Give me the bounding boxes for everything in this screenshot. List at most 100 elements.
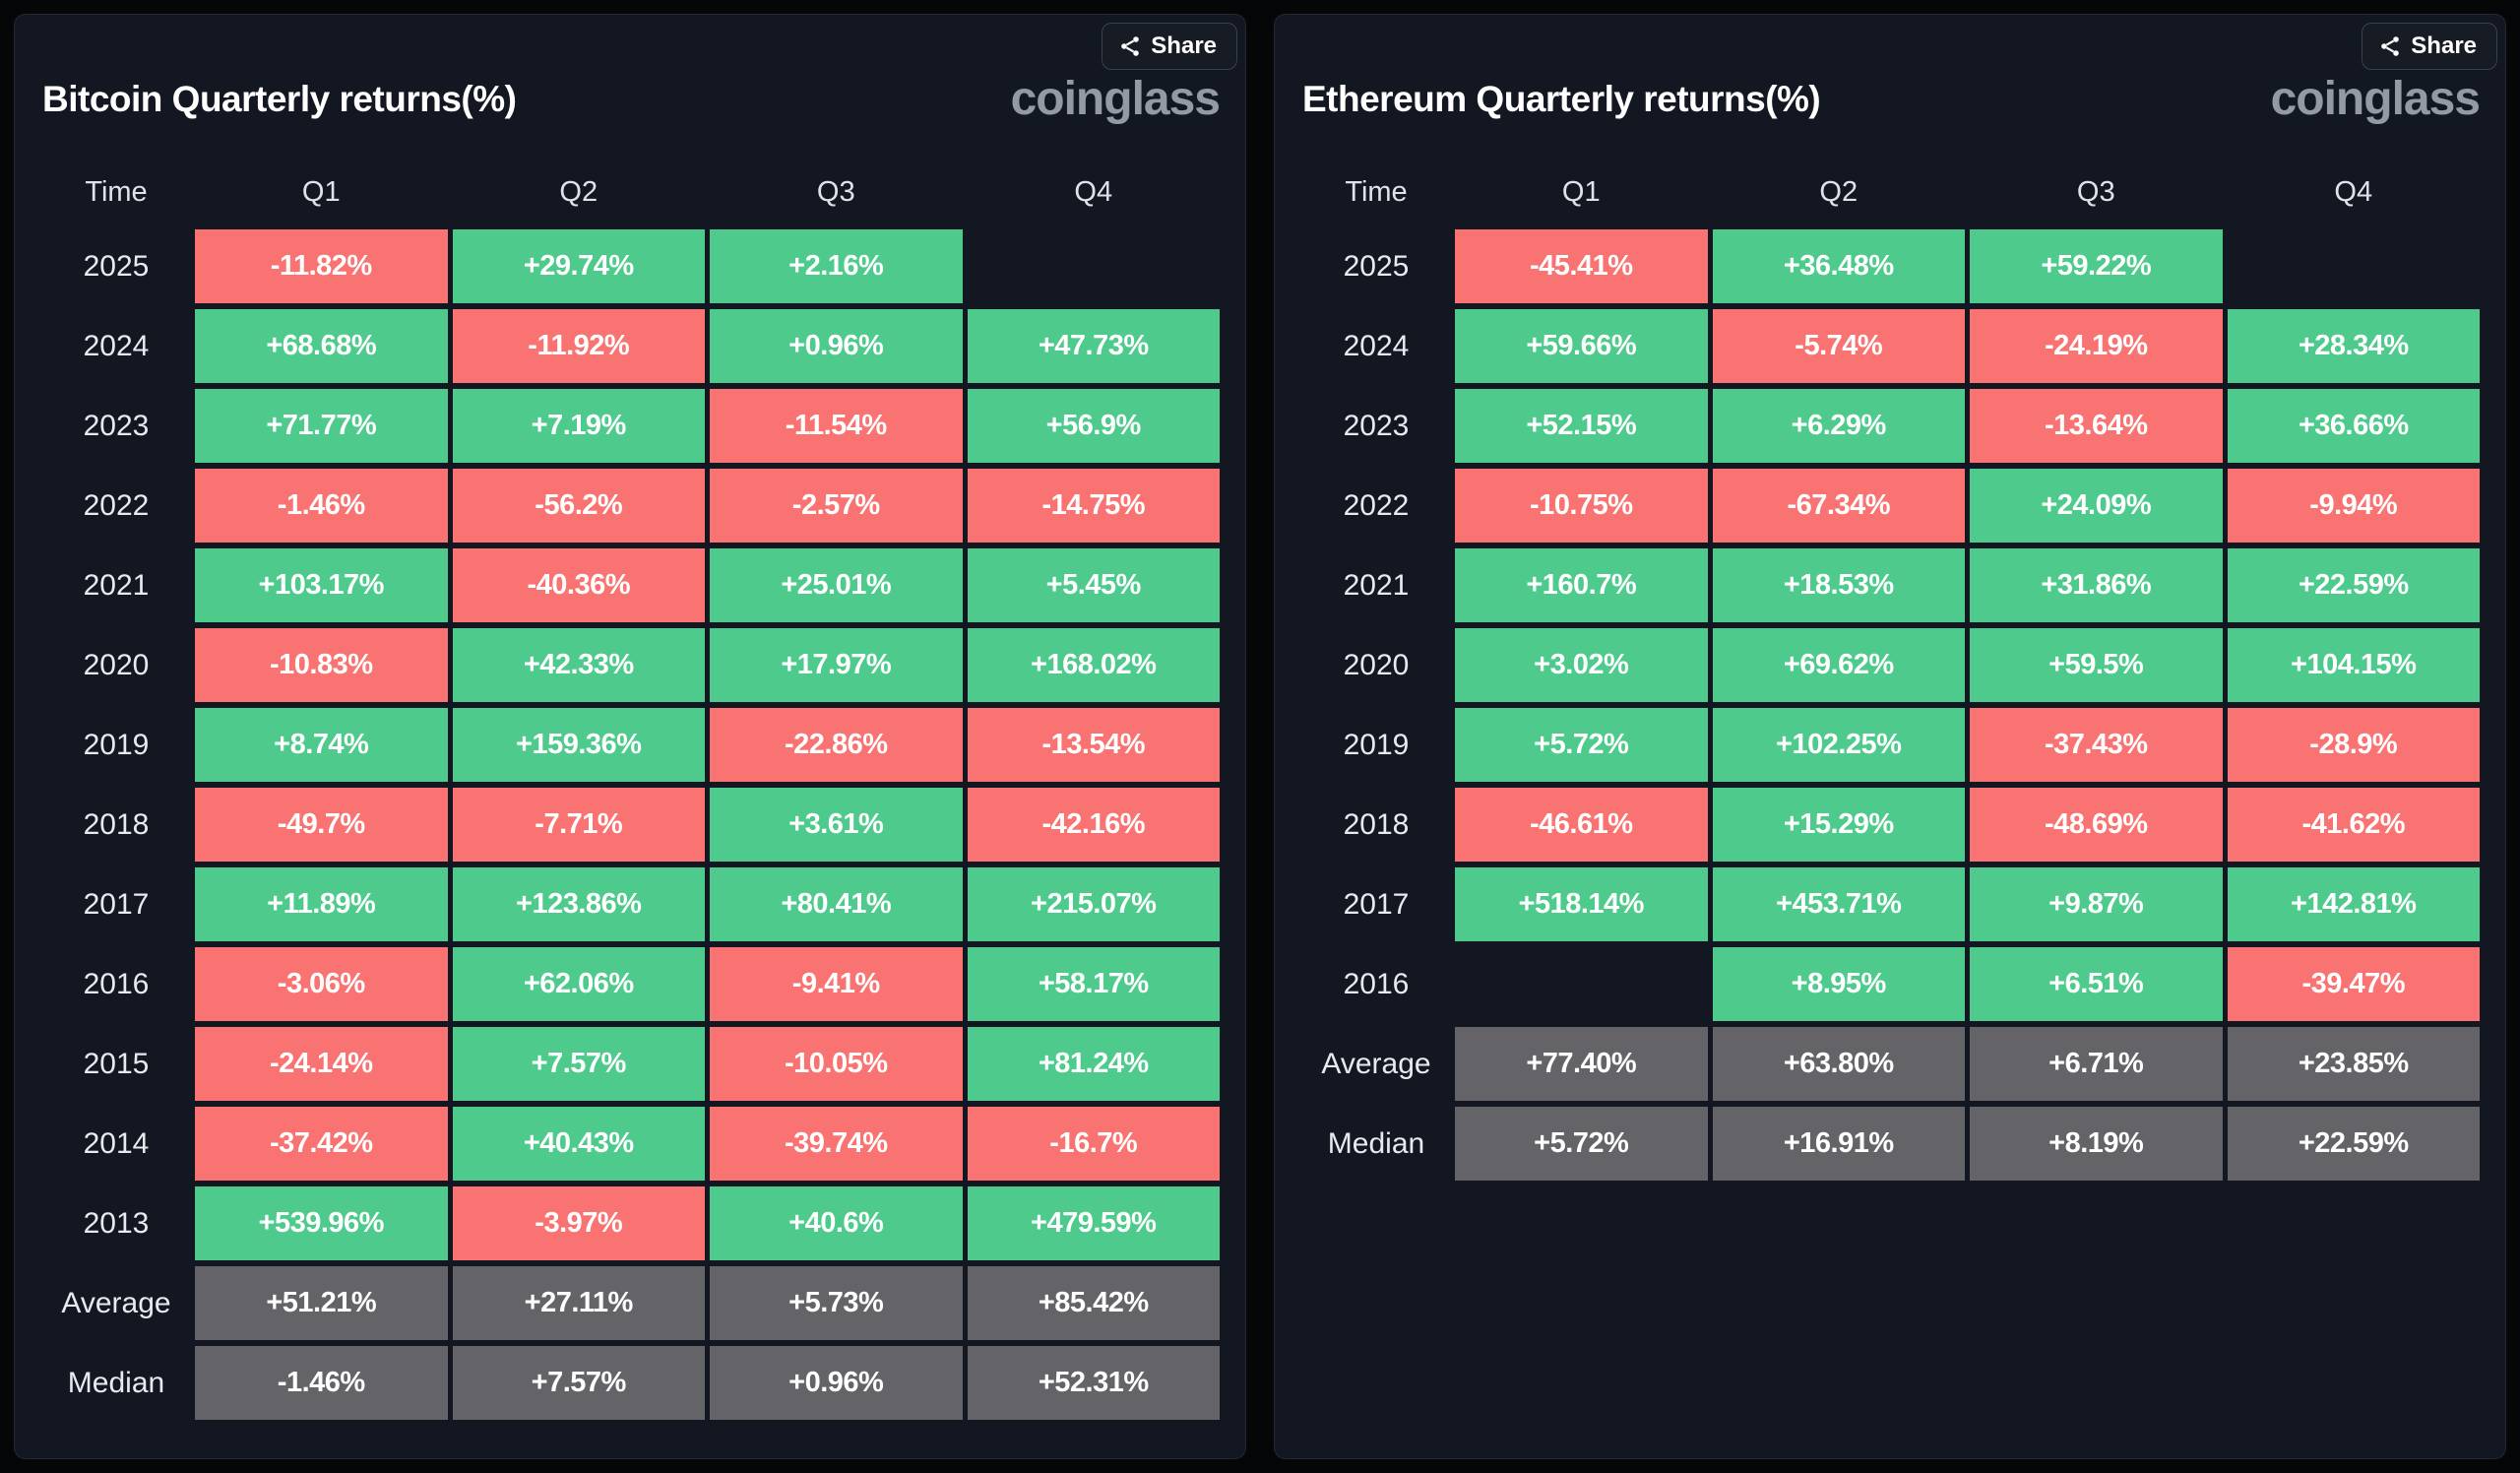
row-label: Average	[1321, 1047, 1431, 1080]
return-cell: +6.71%	[1970, 1027, 2223, 1101]
row-label: 2018	[1343, 807, 1410, 841]
return-cell: -13.54%	[967, 708, 1220, 782]
return-cell: -49.7%	[195, 788, 448, 862]
return-cell: -11.82%	[195, 229, 448, 303]
share-button-label: Share	[2411, 32, 2477, 59]
return-cell: -39.47%	[2227, 947, 2480, 1021]
row-label: 2020	[1343, 648, 1410, 681]
return-cell: -2.57%	[710, 469, 963, 543]
row-label: Median	[67, 1366, 165, 1399]
return-cell: +15.29%	[1712, 788, 1965, 862]
return-cell: +71.77%	[195, 389, 448, 463]
return-cell: +8.95%	[1712, 947, 1965, 1021]
bitcoin-returns-table: Time Q1 Q2 Q3 Q4 2025 -11.82% +29.74% +2.16% 2024…	[42, 164, 1220, 1420]
return-cell: +77.40%	[1455, 1027, 1708, 1101]
return-cell: +2.16%	[710, 229, 963, 303]
share-button[interactable]: Share	[1102, 23, 1237, 70]
ethereum-returns-card: Share Ethereum Quarterly returns(%) coin…	[1274, 14, 2506, 1459]
row-label: 2019	[83, 728, 150, 761]
page-title: Ethereum Quarterly returns(%)	[1302, 79, 1821, 119]
return-cell: +6.51%	[1970, 947, 2223, 1021]
share-button-label: Share	[1151, 32, 1217, 59]
row-label: 2023	[1343, 409, 1410, 442]
row-label: Average	[61, 1286, 171, 1319]
return-cell: +479.59%	[967, 1186, 1220, 1260]
return-cell: +5.72%	[1455, 708, 1708, 782]
row-label: 2019	[1343, 728, 1410, 761]
row-label: 2017	[1343, 887, 1410, 921]
return-cell: +42.33%	[452, 628, 705, 702]
return-cell: +123.86%	[452, 867, 705, 941]
return-cell: -46.61%	[1455, 788, 1708, 862]
column-header: Q1	[1561, 175, 1601, 208]
return-cell: +8.19%	[1970, 1107, 2223, 1181]
return-cell: +0.96%	[710, 1346, 963, 1420]
return-cell: -10.75%	[1455, 469, 1708, 543]
return-cell: -14.75%	[967, 469, 1220, 543]
return-cell	[1455, 947, 1708, 1021]
return-cell: +40.43%	[452, 1107, 705, 1181]
column-header: Q2	[559, 175, 598, 208]
row-label: 2014	[83, 1126, 150, 1160]
row-label: 2024	[83, 329, 150, 362]
return-cell: +453.71%	[1712, 867, 1965, 941]
return-cell: +17.97%	[710, 628, 963, 702]
return-cell: +104.15%	[2227, 628, 2480, 702]
page-title: Bitcoin Quarterly returns(%)	[42, 79, 517, 119]
return-cell: -24.19%	[1970, 309, 2223, 383]
return-cell: +3.61%	[710, 788, 963, 862]
return-cell: -13.64%	[1970, 389, 2223, 463]
return-cell: +11.89%	[195, 867, 448, 941]
column-header: Q4	[2334, 175, 2373, 208]
return-cell: +31.86%	[1970, 548, 2223, 622]
return-cell: +6.29%	[1712, 389, 1965, 463]
return-cell: +52.15%	[1455, 389, 1708, 463]
return-cell: +69.62%	[1712, 628, 1965, 702]
row-label: Median	[1327, 1126, 1425, 1160]
return-cell: +24.09%	[1970, 469, 2223, 543]
return-cell: +102.25%	[1712, 708, 1965, 782]
return-cell: +80.41%	[710, 867, 963, 941]
return-cell: +5.45%	[967, 548, 1220, 622]
return-cell: +160.7%	[1455, 548, 1708, 622]
return-cell: +40.6%	[710, 1186, 963, 1260]
return-cell: -9.41%	[710, 947, 963, 1021]
row-label: 2025	[1343, 249, 1410, 283]
row-label: 2020	[83, 648, 150, 681]
return-cell: +3.02%	[1455, 628, 1708, 702]
return-cell: -45.41%	[1455, 229, 1708, 303]
column-header: Q3	[2076, 175, 2115, 208]
return-cell: -37.43%	[1970, 708, 2223, 782]
row-label: 2017	[83, 887, 150, 921]
row-label: 2021	[83, 568, 150, 602]
return-cell: -16.7%	[967, 1107, 1220, 1181]
return-cell: +25.01%	[710, 548, 963, 622]
column-header: Q2	[1819, 175, 1858, 208]
return-cell: +9.87%	[1970, 867, 2223, 941]
return-cell: +27.11%	[452, 1266, 705, 1340]
return-cell: +81.24%	[967, 1027, 1220, 1101]
share-icon	[2381, 36, 2400, 56]
return-cell: +7.57%	[452, 1346, 705, 1420]
share-button[interactable]: Share	[2362, 23, 2497, 70]
coinglass-logo: coinglass	[1010, 73, 1221, 125]
return-cell: +52.31%	[967, 1346, 1220, 1420]
return-cell: +59.22%	[1970, 229, 2223, 303]
return-cell: -1.46%	[195, 469, 448, 543]
column-header: Q3	[816, 175, 855, 208]
return-cell: +159.36%	[452, 708, 705, 782]
return-cell: +47.73%	[967, 309, 1220, 383]
return-cell: -41.62%	[2227, 788, 2480, 862]
return-cell: -42.16%	[967, 788, 1220, 862]
row-label: 2016	[83, 967, 150, 1000]
return-cell: +29.74%	[452, 229, 705, 303]
return-cell: +28.34%	[2227, 309, 2480, 383]
row-label: 2021	[1343, 568, 1410, 602]
return-cell: +56.9%	[967, 389, 1220, 463]
column-header: Q4	[1074, 175, 1113, 208]
column-header: Time	[1345, 175, 1408, 208]
return-cell: -11.54%	[710, 389, 963, 463]
return-cell: +85.42%	[967, 1266, 1220, 1340]
return-cell: +8.74%	[195, 708, 448, 782]
